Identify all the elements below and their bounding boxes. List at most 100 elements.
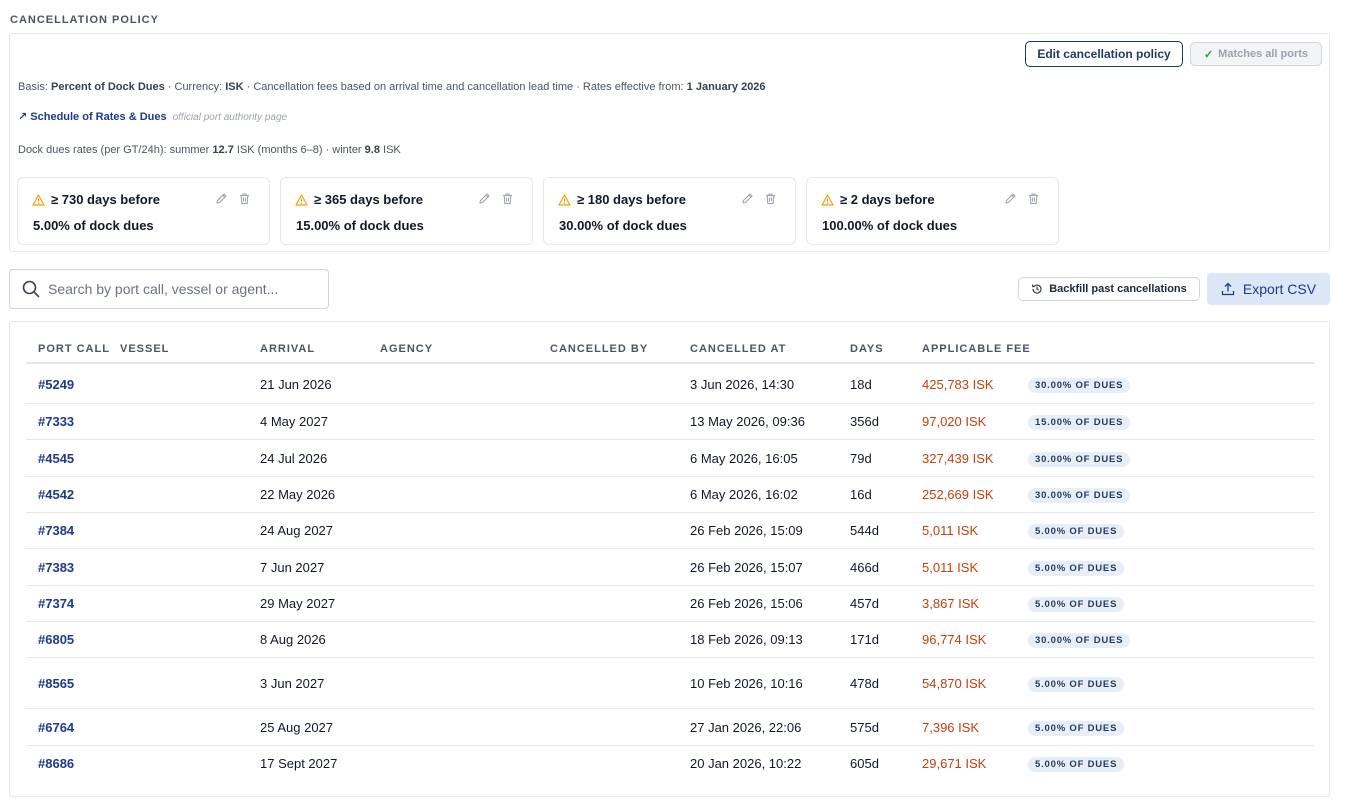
table-row[interactable]: #4545 24 Jul 2026 6 May 2026, 16:05 79d 327,… bbox=[26, 440, 1315, 477]
days-cell: 79d bbox=[850, 451, 872, 466]
fee-rate-badge: 30.00% OF DUES bbox=[1028, 452, 1131, 467]
arrival-cell: 29 May 2027 bbox=[260, 596, 336, 611]
days-cell: 16d bbox=[850, 487, 872, 502]
search-input[interactable] bbox=[48, 281, 318, 297]
fee-cell: 252,669 ISK bbox=[922, 487, 994, 502]
header-agency[interactable]: AGENCY bbox=[380, 343, 434, 355]
trash-icon[interactable] bbox=[1027, 192, 1040, 205]
port-call-link[interactable]: #7383 bbox=[38, 560, 75, 575]
arrival-cell: 21 Jun 2026 bbox=[260, 377, 332, 392]
days-cell: 18d bbox=[850, 377, 872, 392]
fee-cell: 54,870 ISK bbox=[922, 676, 987, 691]
table-row[interactable]: #7333 4 May 2027 13 May 2026, 09:36 356d 97,… bbox=[26, 404, 1315, 440]
table-row[interactable]: #6805 8 Aug 2026 18 Feb 2026, 09:13 171d 96,… bbox=[26, 622, 1315, 658]
days-cell: 466d bbox=[850, 560, 879, 575]
port-call-link[interactable]: #6764 bbox=[38, 720, 75, 735]
matches-ports-button[interactable]: ✓ Matches all ports bbox=[1190, 42, 1322, 66]
days-cell: 478d bbox=[850, 676, 879, 691]
cancelled-at-cell: 3 Jun 2026, 14:30 bbox=[690, 377, 795, 392]
trash-icon[interactable] bbox=[501, 192, 514, 205]
trash-icon[interactable] bbox=[238, 192, 251, 205]
header-applicable-fee[interactable]: APPLICABLE FEE bbox=[922, 343, 1031, 355]
port-call-link[interactable]: #8565 bbox=[38, 676, 75, 691]
upload-icon bbox=[1221, 282, 1235, 296]
fee-cell: 29,671 ISK bbox=[922, 756, 987, 771]
port-call-link[interactable]: #7384 bbox=[38, 523, 75, 538]
table-row[interactable]: #8686 17 Sept 2027 20 Jan 2026, 10:22 605d 2… bbox=[26, 746, 1315, 782]
table-row[interactable]: #7374 29 May 2027 26 Feb 2026, 15:06 457d 3,… bbox=[26, 586, 1315, 622]
fee-rate-badge: 30.00% OF DUES bbox=[1028, 633, 1131, 648]
header-vessel[interactable]: VESSEL bbox=[120, 343, 170, 355]
fee-cell: 3,867 ISK bbox=[922, 596, 980, 611]
schedule-link[interactable]: ↗ Schedule of Rates & Dues bbox=[18, 111, 167, 123]
edit-icon[interactable] bbox=[478, 192, 491, 205]
port-call-link[interactable]: #5249 bbox=[38, 377, 75, 392]
table-row[interactable]: #7384 24 Aug 2027 26 Feb 2026, 15:09 544d 5,… bbox=[26, 513, 1315, 549]
header-cancelled-at[interactable]: CANCELLED AT bbox=[690, 343, 787, 355]
port-call-link[interactable]: #7333 bbox=[38, 414, 75, 429]
fee-rate-badge: 5.00% OF DUES bbox=[1028, 757, 1125, 772]
port-call-link[interactable]: #8686 bbox=[38, 756, 75, 771]
edit-icon[interactable] bbox=[1004, 192, 1017, 205]
search-icon bbox=[22, 280, 40, 298]
fee-cell: 5,011 ISK bbox=[922, 523, 979, 538]
table-header: PORT CALL VESSEL ARRIVAL AGENCY CANCELLED BY… bbox=[26, 322, 1315, 364]
days-cell: 171d bbox=[850, 632, 879, 647]
edit-icon[interactable] bbox=[215, 192, 228, 205]
policy-box bbox=[9, 33, 1330, 252]
backfill-button[interactable]: Backfill past cancellations bbox=[1018, 277, 1200, 301]
arrival-cell: 24 Aug 2027 bbox=[260, 523, 334, 538]
cancelled-at-cell: 26 Feb 2026, 15:07 bbox=[690, 560, 803, 575]
port-call-link[interactable]: #4542 bbox=[38, 487, 75, 502]
edit-policy-button[interactable]: Edit cancellation policy bbox=[1025, 41, 1183, 67]
schedule-line: ↗ Schedule of Rates & Dues official port… bbox=[18, 110, 287, 123]
arrival-cell: 4 May 2027 bbox=[260, 414, 328, 429]
tier-header: ≥ 365 days before bbox=[295, 192, 423, 207]
tier-card: ≥ 730 days before 5.00% of dock dues bbox=[17, 177, 270, 245]
tier-label: ≥ 2 days before bbox=[840, 192, 935, 207]
fee-cell: 96,774 ISK bbox=[922, 632, 987, 647]
policy-basis-line: Basis: Percent of Dock Dues · Currency: … bbox=[18, 81, 766, 93]
port-call-link[interactable]: #4545 bbox=[38, 451, 75, 466]
header-cancelled-by[interactable]: CANCELLED BY bbox=[550, 343, 649, 355]
tier-card: ≥ 2 days before 100.00% of dock dues bbox=[806, 177, 1059, 245]
tier-label: ≥ 730 days before bbox=[51, 192, 161, 207]
cancelled-at-cell: 18 Feb 2026, 09:13 bbox=[690, 632, 803, 647]
table-row[interactable]: #6764 25 Aug 2027 27 Jan 2026, 22:06 575d 7,… bbox=[26, 709, 1315, 746]
tier-label: ≥ 365 days before bbox=[314, 192, 424, 207]
tier-value: 100.00% of dock dues bbox=[822, 218, 958, 233]
export-csv-button[interactable]: Export CSV bbox=[1207, 273, 1330, 305]
header-arrival[interactable]: ARRIVAL bbox=[260, 343, 316, 355]
fee-rate-badge: 30.00% OF DUES bbox=[1028, 488, 1131, 503]
fee-cell: 7,396 ISK bbox=[922, 720, 980, 735]
table-row[interactable]: #5249 21 Jun 2026 3 Jun 2026, 14:30 18d 425,… bbox=[26, 366, 1315, 404]
port-call-link[interactable]: #7374 bbox=[38, 596, 75, 611]
matches-ports-label: Matches all ports bbox=[1218, 48, 1309, 60]
currency-label: · Currency: bbox=[164, 81, 226, 93]
fee-rate-badge: 30.00% OF DUES bbox=[1028, 378, 1131, 393]
header-port-call[interactable]: PORT CALL bbox=[38, 343, 110, 355]
port-call-link[interactable]: #6805 bbox=[38, 632, 75, 647]
header-days[interactable]: DAYS bbox=[850, 343, 884, 355]
cancelled-at-cell: 26 Feb 2026, 15:06 bbox=[690, 596, 803, 611]
table-row[interactable]: #4542 22 May 2026 6 May 2026, 16:02 16d 252,… bbox=[26, 477, 1315, 513]
table-row[interactable]: #7383 7 Jun 2027 26 Feb 2026, 15:07 466d 5,0… bbox=[26, 549, 1315, 586]
cancelled-at-cell: 6 May 2026, 16:05 bbox=[690, 451, 798, 466]
basis-value: Percent of Dock Dues bbox=[51, 81, 165, 93]
days-cell: 457d bbox=[850, 596, 879, 611]
cancelled-at-cell: 27 Jan 2026, 22:06 bbox=[690, 720, 802, 735]
arrival-cell: 24 Jul 2026 bbox=[260, 451, 328, 466]
edit-icon[interactable] bbox=[741, 192, 754, 205]
schedule-note: official port authority page bbox=[172, 112, 288, 123]
summer-rate: 12.7 bbox=[212, 144, 234, 156]
tier-actions bbox=[478, 192, 514, 205]
table-row[interactable]: #8565 3 Jun 2027 10 Feb 2026, 10:16 478d 54,… bbox=[26, 658, 1315, 709]
tier-label: ≥ 180 days before bbox=[577, 192, 687, 207]
history-icon bbox=[1032, 284, 1042, 294]
policy-description: · Cancellation fees based on arrival tim… bbox=[243, 81, 687, 93]
summer-suffix: ISK (months 6–8) · winter bbox=[233, 144, 365, 156]
fee-cell: 327,439 ISK bbox=[922, 451, 994, 466]
search-box bbox=[9, 269, 329, 309]
trash-icon[interactable] bbox=[764, 192, 777, 205]
arrival-cell: 3 Jun 2027 bbox=[260, 676, 325, 691]
